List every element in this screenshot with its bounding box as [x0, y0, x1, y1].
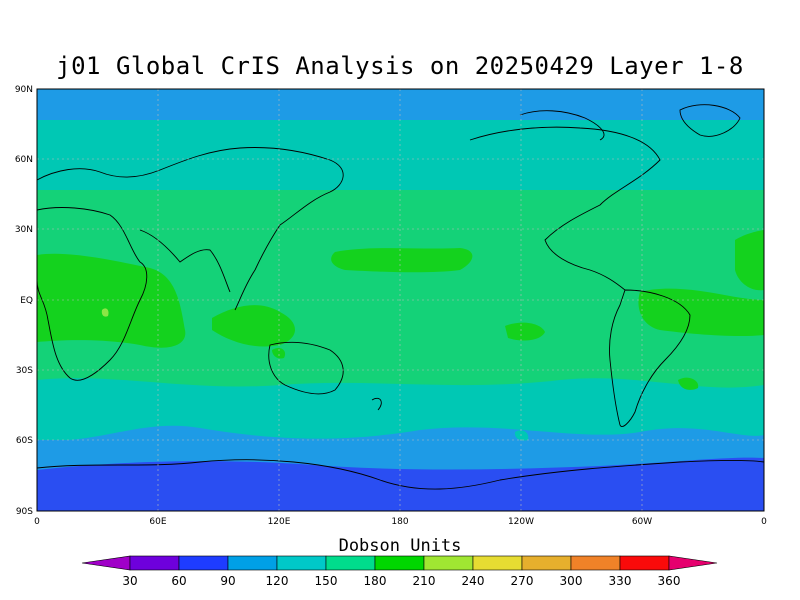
lon-label-120w: 120W — [508, 517, 534, 527]
patch-pacific-eq — [505, 322, 545, 341]
patch-atlantic — [735, 230, 764, 291]
contour-south-90 — [37, 457, 764, 511]
lon-label-0-left: 0 — [34, 517, 40, 527]
graticule — [37, 89, 764, 511]
colorbar-tick-label: 90 — [220, 574, 235, 588]
colorbar-tick-label: 150 — [315, 574, 338, 588]
colorbar-tick-label: 330 — [609, 574, 632, 588]
colorbar-swatch — [423, 555, 474, 571]
colorbar-underflow-triangle — [81, 555, 131, 571]
colorbar: 30 60 90 120 150 180 210 240 270 300 330 360 — [81, 555, 718, 588]
coast-arabia-india — [139, 229, 231, 293]
coast-australia — [268, 341, 344, 395]
map-frame — [36, 88, 765, 512]
contour-north-120 — [37, 122, 764, 190]
colorbar-swatch — [374, 555, 425, 571]
lat-label-90n: 90N — [15, 85, 33, 95]
colorbar-tick-label: 300 — [560, 574, 583, 588]
coast-north-america — [469, 126, 661, 291]
patch-south-america — [638, 288, 764, 337]
patch-argentina — [678, 377, 699, 390]
coast-arctic-islands — [519, 110, 605, 141]
colorbar-tick-label: 60 — [171, 574, 186, 588]
coast-eurasia — [37, 147, 344, 311]
lat-label-30s: 30S — [16, 366, 33, 376]
patch-indonesia — [212, 305, 295, 347]
contour-north-150 — [37, 191, 764, 390]
colorbar-swatch — [227, 555, 278, 571]
patch-australia-north — [272, 347, 286, 359]
lon-label-60w: 60W — [632, 517, 652, 527]
colorbar-swatch — [276, 555, 327, 571]
colorbar-swatch — [619, 555, 670, 571]
colorbar-overflow-triangle — [668, 555, 718, 571]
colorbar-swatch — [325, 555, 376, 571]
patch-southern-ocean — [514, 430, 529, 441]
coast-africa — [37, 207, 148, 381]
lon-label-120e: 120E — [268, 517, 291, 527]
lat-label-30n: 30N — [15, 225, 33, 235]
lon-label-180: 180 — [391, 517, 408, 527]
patch-madagascar — [101, 308, 109, 317]
colorbar-tick-label: 120 — [266, 574, 289, 588]
colorbar-swatch — [178, 555, 229, 571]
colorbar-tick-label: 360 — [658, 574, 681, 588]
colorbar-swatch — [521, 555, 572, 571]
colorbar-swatch — [129, 555, 180, 571]
lat-label-90s: 90S — [16, 507, 33, 517]
lon-axis: 0 60E 120E 180 120W 60W 0 — [34, 517, 767, 527]
colorbar-tick-label: 270 — [511, 574, 534, 588]
lat-axis: 90N 60N 30N EQ 30S 60S 90S — [15, 85, 33, 517]
colorbar-swatch — [570, 555, 621, 571]
lon-label-0-right: 0 — [761, 517, 767, 527]
coast-greenland — [679, 104, 741, 137]
contour-south-150 — [37, 378, 764, 440]
lon-label-60e: 60E — [149, 517, 166, 527]
lat-label-60s: 60S — [16, 436, 33, 446]
lat-label-60n: 60N — [15, 155, 33, 165]
colorbar-tick-label: 240 — [462, 574, 485, 588]
colorbar-tick-label: 30 — [122, 574, 137, 588]
coast-antarctica — [37, 459, 764, 490]
colorbar-tick-label: 210 — [413, 574, 436, 588]
lat-label-eq: EQ — [20, 296, 33, 306]
map-title: j01 Global CrIS Analysis on 20250429 Lay… — [56, 52, 744, 80]
colorbar-tick-label: 180 — [364, 574, 387, 588]
patch-pacific-north — [331, 248, 473, 273]
coast-south-america — [609, 289, 691, 427]
patch-africa — [37, 253, 186, 348]
coastlines — [37, 104, 764, 490]
coast-new-zealand — [371, 397, 382, 411]
colorbar-swatch — [472, 555, 523, 571]
colorbar-title: Dobson Units — [338, 536, 462, 556]
